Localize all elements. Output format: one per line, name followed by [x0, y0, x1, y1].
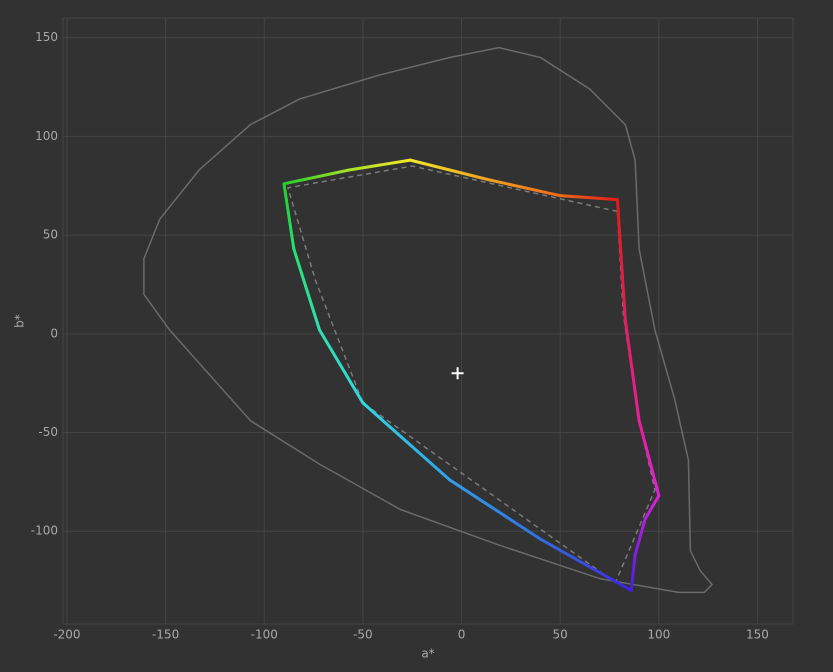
- gamut-segment: [317, 328, 365, 405]
- y-axis-label: b*: [13, 314, 27, 328]
- gamut-segment: [637, 419, 661, 498]
- gamut-segment: [538, 537, 633, 592]
- gamut-segment: [615, 198, 627, 322]
- gamut-segment: [282, 182, 296, 251]
- spectral-locus: [143, 46, 713, 594]
- x-tick-label: -200: [53, 628, 80, 642]
- y-tick-label: -50: [38, 425, 58, 439]
- gamut-segment: [361, 401, 452, 482]
- x-tick-label: 0: [458, 628, 466, 642]
- gamut-segment: [623, 318, 641, 423]
- x-tick-label: 100: [647, 628, 670, 642]
- x-tick-label: -100: [251, 628, 278, 642]
- y-tick-label: 0: [50, 326, 58, 340]
- gamut-segment: [629, 553, 637, 592]
- gamut-segment: [347, 158, 412, 172]
- gamut-segment: [282, 168, 351, 186]
- gamut-segment: [408, 158, 491, 182]
- x-tick-label: 150: [746, 628, 769, 642]
- gamut-segment: [487, 178, 562, 198]
- white-point: [451, 367, 464, 380]
- gamut-segment: [633, 517, 647, 557]
- plot-frame: [62, 17, 794, 625]
- x-axis-label: a*: [421, 647, 434, 661]
- gamut-segment: [448, 478, 542, 541]
- x-tick-label: -50: [353, 628, 373, 642]
- y-tick-label: -100: [31, 524, 58, 538]
- x-tick-label: -150: [152, 628, 179, 642]
- gamut-segment: [292, 247, 321, 332]
- y-tick-label: 100: [35, 129, 58, 143]
- y-tick-label: 150: [35, 30, 58, 44]
- gamut-segment: [558, 194, 619, 202]
- gamut-segment: [643, 494, 661, 521]
- x-tick-label: 50: [553, 628, 568, 642]
- y-tick-label: 50: [43, 228, 58, 242]
